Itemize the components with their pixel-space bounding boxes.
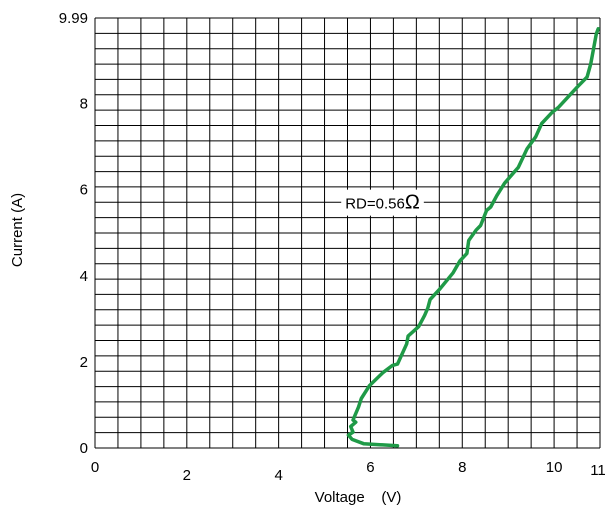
y-axis-label: Current (A) xyxy=(9,193,26,267)
y-tick-label: 6 xyxy=(80,182,88,199)
x-tick-label: 8 xyxy=(458,459,466,476)
x-tick-label: 11 xyxy=(590,462,606,479)
annotation: RD=0.56Ω xyxy=(341,189,424,216)
x-tick-label: 6 xyxy=(366,459,374,476)
ohm-symbol: Ω xyxy=(405,192,420,214)
grid xyxy=(94,17,601,449)
y-tick-label: 0 xyxy=(80,440,88,457)
y-tick-labels: 0 2 4 6 8 9.99 xyxy=(59,10,88,457)
series-layer xyxy=(346,27,600,448)
series-line xyxy=(346,27,600,448)
y-tick-label: 9.99 xyxy=(59,10,88,27)
annotation-text: RD=0.56Ω xyxy=(345,192,420,214)
x-tick-label: 10 xyxy=(546,459,563,476)
x-axis-label: Voltage (V) xyxy=(315,489,402,506)
x-tick-labels: 0 2 4 6 8 10 11 xyxy=(91,459,606,484)
annotation-background xyxy=(341,189,424,216)
x-tick-label: 0 xyxy=(91,459,99,476)
annotation-prefix: RD=0.56 xyxy=(345,196,405,213)
y-tick-label: 4 xyxy=(80,268,88,285)
x-tick-label: 2 xyxy=(183,467,191,484)
y-tick-label: 8 xyxy=(80,96,88,113)
x-tick-label: 4 xyxy=(274,467,282,484)
y-tick-label: 2 xyxy=(80,354,88,371)
